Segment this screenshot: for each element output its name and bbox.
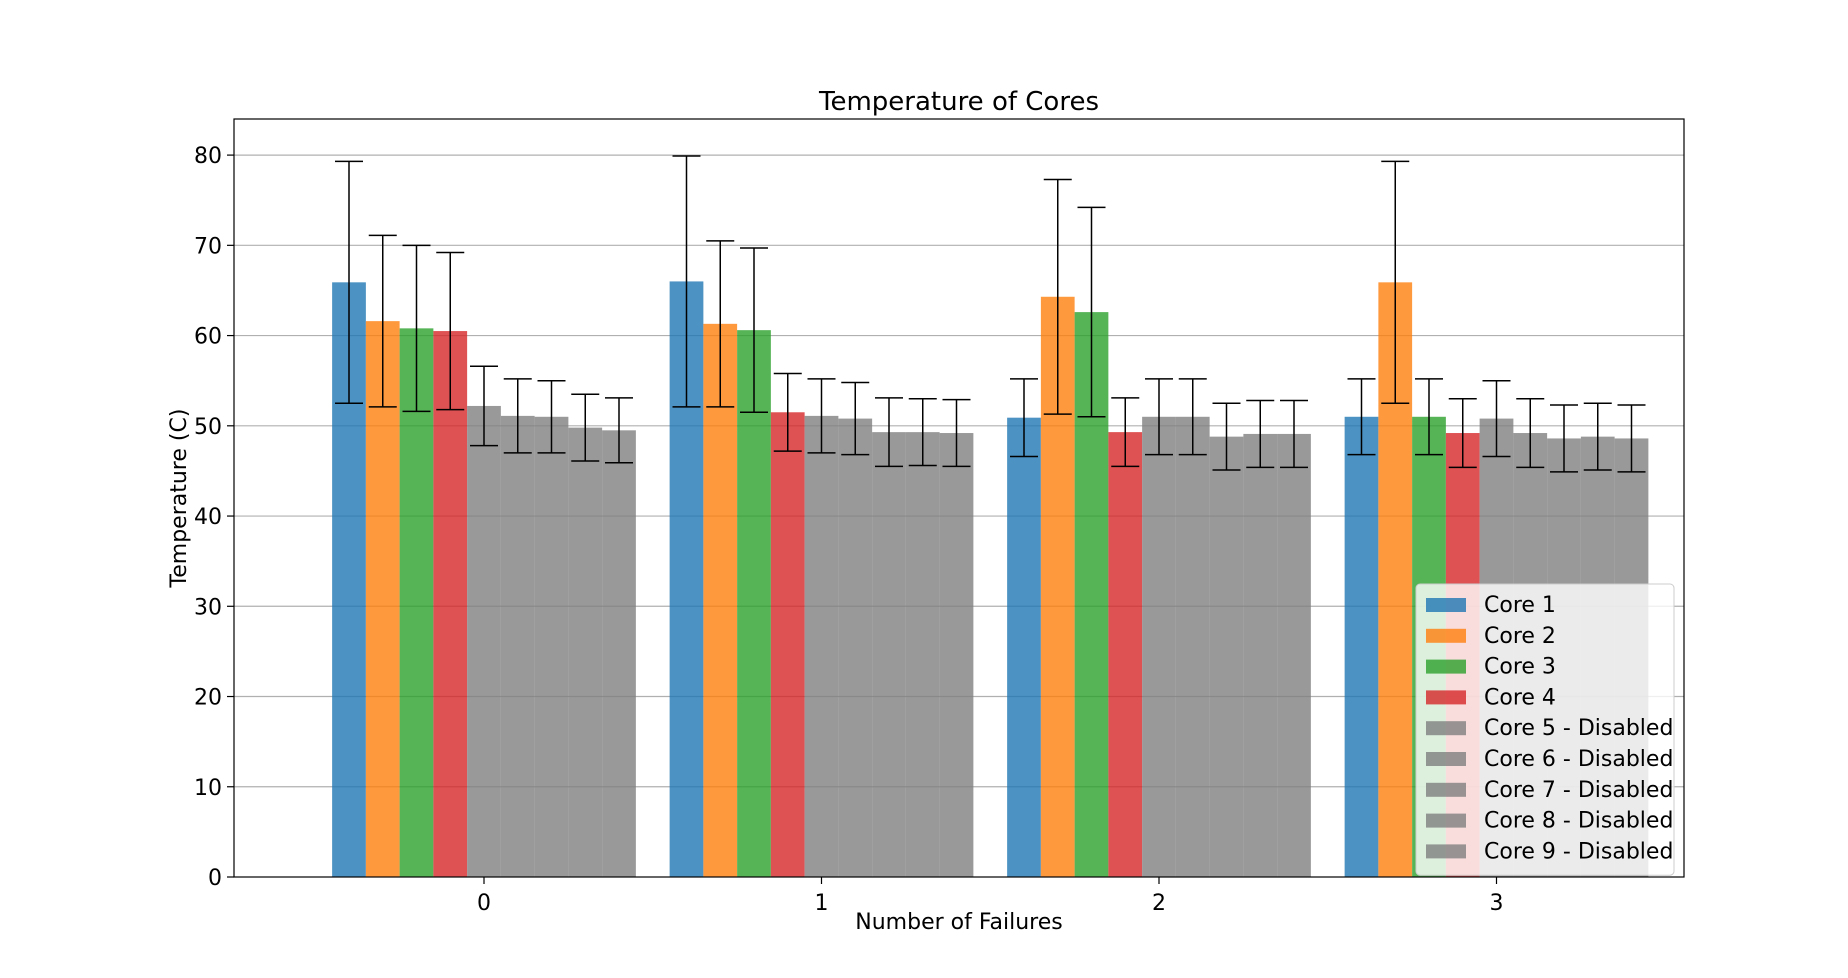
legend-label: Core 8 - Disabled — [1484, 809, 1673, 834]
y-axis-ticks: 0 10 20 30 40 50 60 70 80 — [194, 144, 234, 891]
bar — [1108, 432, 1143, 877]
bar — [568, 427, 603, 877]
bar — [1243, 433, 1278, 877]
x-tick-label: 3 — [1490, 891, 1504, 916]
x-tick-label: 1 — [815, 891, 829, 916]
legend-label: Core 2 — [1484, 624, 1556, 649]
x-tick-label: 2 — [1152, 891, 1166, 916]
x-axis-ticks: 0 1 2 3 — [477, 877, 1504, 916]
legend: Core 1 Core 2 Core 3 Core 4 Core 5 - Disable… — [1415, 583, 1675, 876]
bar — [1344, 416, 1379, 877]
legend-box — [1415, 583, 1675, 876]
legend-swatch — [1426, 628, 1466, 643]
legend-swatch — [1426, 813, 1466, 828]
bar — [838, 418, 873, 877]
legend-label: Core 6 - Disabled — [1484, 747, 1673, 772]
bar — [703, 323, 738, 878]
legend-swatch — [1426, 782, 1466, 797]
bar — [905, 432, 940, 877]
chart-title: Temperature of Cores — [818, 87, 1099, 117]
y-tick-label: 10 — [194, 776, 222, 801]
legend-swatch — [1426, 598, 1466, 612]
legend-swatch — [1426, 752, 1466, 766]
bar — [399, 328, 434, 877]
x-axis-label: Number of Failures — [855, 910, 1062, 935]
y-tick-label: 80 — [194, 144, 222, 169]
y-tick-label: 40 — [194, 505, 222, 530]
bar — [433, 331, 468, 877]
bar — [1175, 416, 1210, 877]
legend-label: Core 4 — [1484, 685, 1556, 710]
bar — [804, 415, 839, 877]
bar — [1209, 436, 1244, 877]
bars — [332, 281, 1649, 878]
bar — [1277, 433, 1311, 877]
legend-swatch — [1426, 659, 1466, 674]
x-tick-label: 0 — [477, 891, 491, 916]
legend-swatch — [1426, 721, 1466, 736]
y-tick-label: 0 — [208, 866, 222, 891]
plot-frame — [233, 118, 1685, 878]
y-tick-label: 50 — [194, 415, 222, 440]
legend-label: Core 7 - Disabled — [1484, 778, 1673, 803]
legend-swatch — [1426, 690, 1466, 705]
legend-label: Core 3 — [1484, 655, 1556, 680]
bar — [770, 412, 805, 877]
legend-label: Core 9 - Disabled — [1484, 839, 1673, 864]
y-tick-label: 20 — [194, 686, 222, 711]
bar — [737, 330, 771, 878]
bar — [365, 321, 400, 878]
legend-label: Core 1 — [1484, 593, 1556, 618]
y-tick-label: 70 — [194, 234, 222, 259]
bar — [534, 416, 569, 877]
bar — [1142, 416, 1176, 877]
legend-swatch — [1426, 844, 1466, 859]
y-tick-label: 60 — [194, 325, 222, 350]
legend-label: Core 5 - Disabled — [1484, 716, 1673, 741]
error-bars — [335, 155, 1646, 473]
bar — [872, 432, 906, 877]
bar — [602, 430, 636, 877]
bar — [1007, 417, 1041, 877]
bar — [467, 405, 501, 877]
y-axis-label: Temperature (C) — [167, 409, 192, 589]
y-tick-label: 30 — [194, 595, 222, 620]
bar — [939, 433, 974, 877]
bar — [500, 415, 535, 877]
